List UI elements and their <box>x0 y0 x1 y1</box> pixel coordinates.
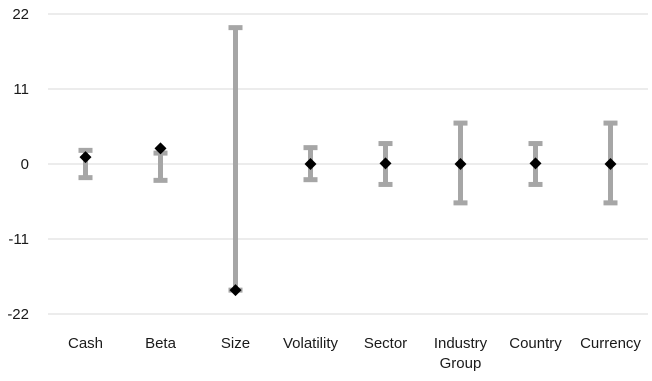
category-label: Size <box>221 335 250 352</box>
data-point-marker <box>605 158 617 170</box>
category-label: Currency <box>580 335 641 352</box>
data-point-marker <box>80 151 92 163</box>
data-point-marker <box>530 157 542 169</box>
category-label: Cash <box>68 335 103 352</box>
category-label: Country <box>509 335 562 352</box>
y-tick-label: 22 <box>12 6 29 23</box>
category-label: Industry <box>434 335 488 352</box>
data-point-marker <box>305 158 317 170</box>
y-axis-ticks: 22 11 0 -11 -22 <box>7 6 29 323</box>
category-label: Volatility <box>283 335 339 352</box>
data-point-marker <box>455 158 467 170</box>
data-point-marker <box>380 157 392 169</box>
y-tick-label: -11 <box>8 231 29 248</box>
category-label: Sector <box>364 335 407 352</box>
x-axis-categories: Cash Beta Size Volatility Sector Industry Grou… <box>68 335 641 372</box>
category-label: Beta <box>145 335 177 352</box>
grid <box>48 14 648 314</box>
y-tick-label: -22 <box>7 306 29 323</box>
y-tick-label: 0 <box>21 156 29 173</box>
y-tick-label: 11 <box>13 81 29 98</box>
data-point-marker <box>230 284 242 296</box>
category-label: Group <box>440 355 482 372</box>
